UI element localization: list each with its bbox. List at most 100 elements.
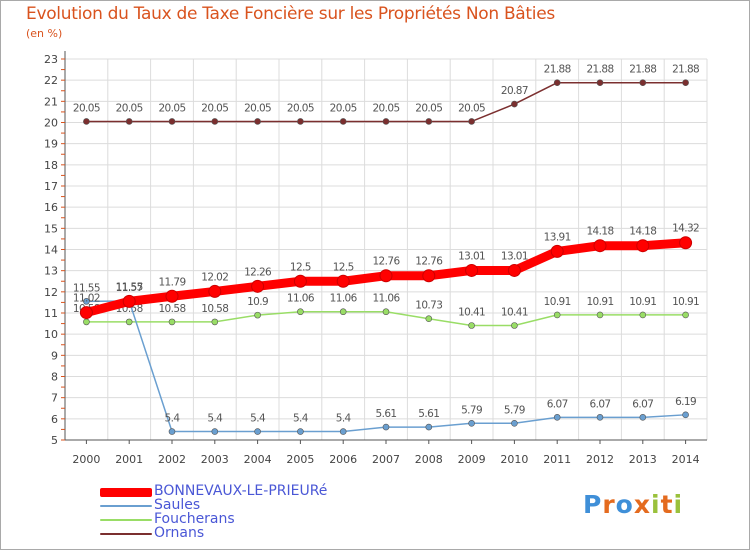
data-point: [211, 118, 219, 125]
data-label: 20.05: [73, 102, 100, 114]
data-label: 13.01: [501, 250, 528, 262]
data-point: [339, 118, 347, 125]
data-label: 10.73: [415, 300, 442, 312]
y-tick-label: 23: [44, 53, 58, 66]
legend-swatch-ornans: [100, 533, 152, 535]
y-tick-label: 5: [51, 434, 58, 447]
data-point: [639, 414, 647, 421]
data-point: [339, 428, 347, 435]
data-label: 21.88: [672, 64, 699, 76]
data-label: 6.07: [632, 398, 653, 410]
y-tick-label: 20: [44, 117, 58, 130]
x-tick-label: 2002: [158, 453, 186, 466]
data-point: [682, 411, 689, 419]
data-label: 5.79: [461, 404, 482, 416]
logo-letter: i: [651, 490, 661, 519]
y-tick-label: 11: [44, 307, 58, 320]
data-point: [208, 284, 222, 298]
data-label: 10.41: [458, 306, 485, 318]
data-label: 20.05: [458, 102, 485, 114]
data-label: 20.05: [116, 102, 143, 114]
data-label: 11.06: [330, 293, 358, 305]
data-point: [83, 118, 90, 125]
data-label: 11.55: [73, 282, 100, 294]
y-tick-label: 21: [44, 95, 58, 108]
y-tick-label: 9: [51, 349, 58, 362]
data-point: [168, 318, 176, 326]
data-label: 14.18: [629, 226, 656, 238]
logo-letter: i: [673, 490, 684, 519]
data-point: [339, 308, 347, 316]
data-label: 6.07: [547, 398, 568, 410]
data-point: [168, 118, 176, 125]
data-point: [382, 118, 390, 125]
data-label: 20.05: [372, 102, 399, 114]
x-tick-label: 2008: [415, 453, 443, 466]
data-label: 21.88: [586, 64, 613, 76]
data-point: [125, 118, 133, 125]
data-label: 10.58: [201, 303, 228, 315]
x-tick-label: 2005: [286, 453, 314, 466]
data-label: 5.4: [207, 413, 223, 425]
x-tick-label: 2010: [500, 453, 528, 466]
data-point: [165, 289, 179, 303]
data-point: [254, 118, 261, 125]
y-tick-label: 13: [44, 265, 58, 278]
data-label: 5.4: [293, 413, 309, 425]
data-label: 14.32: [672, 223, 699, 235]
data-point: [511, 100, 518, 108]
data-point: [211, 428, 219, 435]
data-point: [297, 428, 304, 435]
data-point: [251, 279, 265, 293]
data-point: [468, 118, 475, 125]
data-label: 10.9: [247, 296, 268, 308]
x-tick-label: 2004: [244, 453, 272, 466]
x-tick-label: 2011: [543, 453, 571, 466]
chart-unit: (en %): [26, 27, 63, 40]
x-tick-label: 2014: [672, 453, 700, 466]
data-point: [425, 423, 433, 431]
y-tick-label: 6: [51, 413, 58, 426]
data-point: [422, 269, 436, 283]
data-point: [553, 79, 561, 87]
legend-swatch-saules: [100, 505, 152, 507]
legend-label-saules: Saules: [154, 497, 201, 513]
data-label: 5.4: [165, 413, 181, 425]
data-label: 6.19: [675, 396, 696, 408]
legend-swatch-bonnevaux: [100, 488, 152, 497]
data-point: [83, 298, 90, 305]
data-point: [468, 419, 475, 427]
data-point: [465, 263, 479, 277]
data-label: 11.55: [116, 281, 143, 293]
data-point: [382, 423, 390, 431]
data-label: 20.05: [201, 102, 228, 114]
data-point: [553, 414, 561, 421]
y-tick-label: 14: [44, 244, 58, 257]
data-label: 11.02: [73, 293, 100, 305]
data-point: [639, 311, 647, 319]
data-label: 11.06: [372, 293, 400, 305]
data-label: 5.61: [418, 408, 439, 420]
x-tick-label: 2013: [629, 453, 657, 466]
y-tick-label: 8: [51, 371, 58, 384]
data-point: [682, 79, 689, 87]
data-label: 6.07: [590, 398, 611, 410]
legend-swatch-foucherans: [100, 519, 152, 521]
y-tick-label: 7: [51, 392, 58, 405]
data-label: 5.4: [336, 413, 352, 425]
data-label: 12.76: [372, 256, 400, 268]
y-tick-label: 15: [44, 222, 58, 235]
data-point: [336, 274, 350, 288]
data-label: 12.26: [244, 266, 272, 278]
data-label: 20.05: [415, 102, 442, 114]
x-tick-label: 2012: [586, 453, 614, 466]
data-label: 13.01: [458, 250, 485, 262]
data-label: 20.05: [330, 102, 357, 114]
data-label: 20.05: [244, 102, 271, 114]
data-point: [507, 263, 521, 277]
legend-label-ornans: Ornans: [154, 525, 205, 541]
y-tick-label: 18: [44, 159, 58, 172]
legend-label-foucherans: Foucherans: [154, 511, 235, 527]
data-point: [596, 79, 604, 87]
